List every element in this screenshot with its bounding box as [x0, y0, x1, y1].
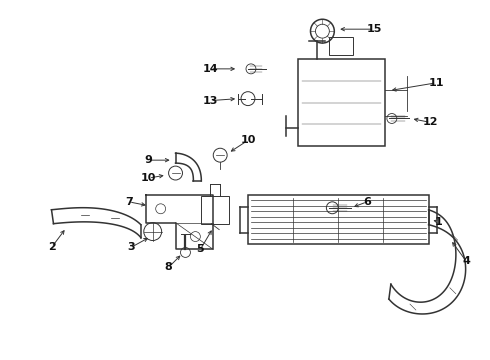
Text: 3: 3: [127, 243, 135, 252]
Bar: [329, 37, 353, 55]
Text: 10: 10: [240, 135, 256, 145]
Text: 11: 11: [429, 78, 444, 88]
Bar: [201, 196, 229, 224]
Text: 12: 12: [423, 117, 439, 127]
Text: 1: 1: [435, 217, 442, 227]
Text: 7: 7: [125, 197, 133, 207]
Text: 5: 5: [196, 244, 204, 255]
Bar: [248, 195, 429, 244]
Text: 14: 14: [202, 64, 218, 74]
Text: 13: 13: [202, 96, 218, 105]
Text: 6: 6: [363, 197, 371, 207]
Text: 9: 9: [145, 155, 153, 165]
Text: 10: 10: [141, 173, 156, 183]
Bar: [297, 59, 385, 146]
Text: 4: 4: [463, 256, 470, 266]
Text: 2: 2: [48, 243, 55, 252]
Text: 8: 8: [165, 262, 172, 272]
Text: 15: 15: [367, 24, 382, 34]
